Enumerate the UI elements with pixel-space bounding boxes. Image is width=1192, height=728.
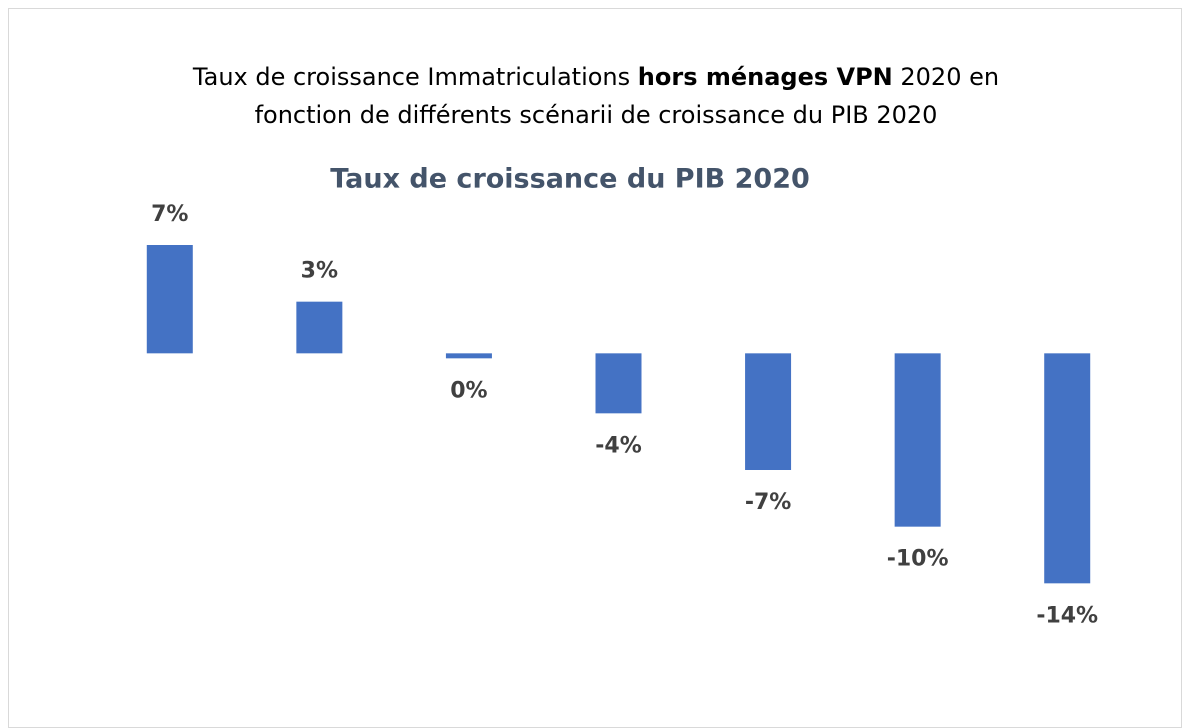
data-label: 7%: [151, 202, 188, 227]
title-bold: hors ménages VPN: [637, 63, 893, 91]
bar: [146, 245, 193, 354]
data-label: -4%: [595, 433, 641, 458]
data-label: -7%: [745, 490, 791, 515]
data-label: -10%: [887, 547, 949, 572]
chart-title: Taux de croissance Immatriculations hors…: [0, 58, 1192, 134]
bar: [745, 353, 792, 470]
bar: [595, 353, 642, 414]
title-part: 2020 en: [900, 63, 1000, 91]
data-label: 3%: [301, 259, 338, 284]
data-label: 0%: [450, 378, 487, 403]
bar: [445, 353, 492, 359]
bar: [894, 353, 941, 527]
data-label: -14%: [1036, 603, 1098, 628]
title-part: fonction de différents scénarii de crois…: [254, 101, 938, 129]
chart-subtitle: Taux de croissance du PIB 2020: [330, 164, 810, 195]
bar: [1044, 353, 1091, 584]
title-part: Taux de croissance Immatriculations: [192, 63, 631, 91]
bar: [296, 301, 343, 354]
